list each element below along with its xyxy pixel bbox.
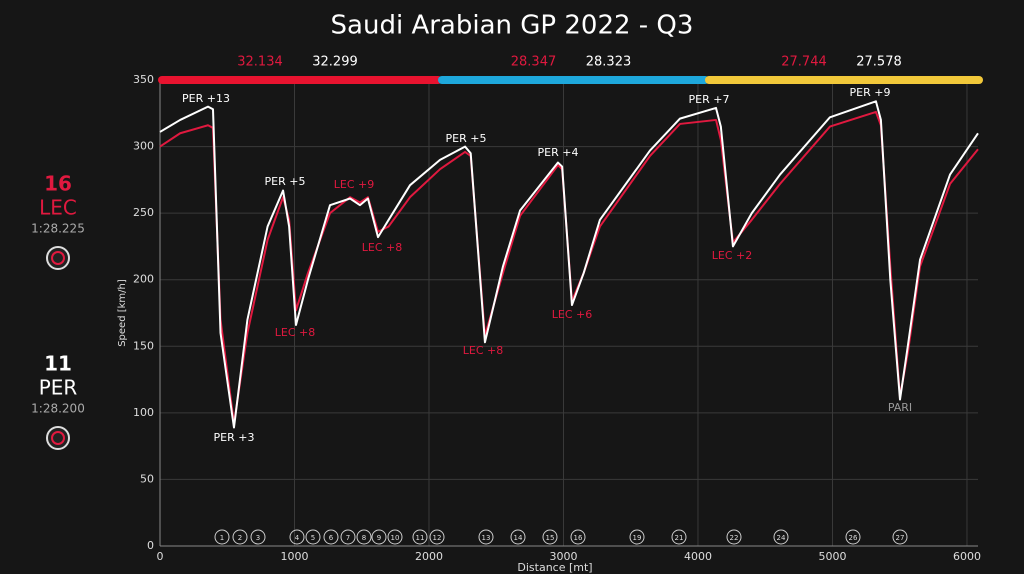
turn-label: 1 — [220, 534, 224, 542]
turn-marker — [340, 529, 356, 545]
turn-label: 2 — [238, 534, 242, 542]
turn-label: 26 — [849, 534, 858, 542]
sector-time: 27.578 — [856, 55, 902, 70]
turn-marker — [214, 529, 230, 545]
turn-label: 10 — [391, 534, 400, 542]
driver-number: 16 — [44, 172, 72, 196]
y-tick-label: 50 — [140, 472, 154, 485]
turn-label: 4 — [295, 534, 300, 542]
turn-label: 9 — [377, 534, 381, 542]
annotation: PARI — [888, 401, 912, 414]
turn-marker — [305, 529, 321, 545]
chart-title: Saudi Arabian GP 2022 - Q3 — [331, 11, 694, 41]
x-tick-label: 6000 — [953, 550, 981, 563]
annotation: LEC +2 — [712, 249, 752, 262]
driver-name: PER — [39, 376, 78, 400]
turn-label: 21 — [675, 534, 684, 542]
x-tick-label: 4000 — [684, 550, 712, 563]
sector-time: 27.744 — [781, 55, 827, 70]
y-tick-label: 150 — [133, 339, 154, 352]
annotation: LEC +6 — [552, 308, 592, 321]
driver-number: 11 — [44, 352, 72, 376]
annotation: PER +4 — [538, 146, 579, 159]
turn-label: 5 — [311, 534, 315, 542]
turn-label: 3 — [256, 534, 260, 542]
annotation: LEC +8 — [275, 326, 315, 339]
annotation: PER +5 — [446, 132, 487, 145]
turn-marker — [845, 529, 861, 545]
x-tick-label: 0 — [157, 550, 164, 563]
tyre-icon — [46, 246, 70, 270]
turn-label: 7 — [346, 534, 350, 542]
turn-marker — [371, 529, 387, 545]
x-axis-label: Distance [mt] — [517, 561, 592, 574]
turn-label: 8 — [362, 534, 366, 542]
annotation: PER +9 — [850, 86, 891, 99]
sector-time: 28.347 — [511, 55, 557, 70]
tyre-icon — [51, 431, 65, 445]
turn-label: 13 — [482, 534, 491, 542]
turn-marker — [726, 529, 742, 545]
turn-marker — [232, 529, 248, 545]
turn-label: 16 — [574, 534, 583, 542]
x-tick-label: 5000 — [818, 550, 846, 563]
driver-name: LEC — [39, 196, 77, 220]
turn-marker — [412, 529, 428, 545]
turn-marker — [323, 529, 339, 545]
x-tick-label: 2000 — [415, 550, 443, 563]
turn-marker — [289, 529, 305, 545]
y-tick-label: 100 — [133, 406, 154, 419]
turn-label: 14 — [514, 534, 523, 542]
y-tick-label: 250 — [133, 206, 154, 219]
turn-label: 19 — [633, 534, 642, 542]
tyre-icon — [46, 426, 70, 450]
driver-lap: 1:28.225 — [31, 222, 85, 236]
annotation: LEC +8 — [362, 241, 402, 254]
sector-time: 32.299 — [312, 55, 358, 70]
turn-label: 15 — [546, 534, 555, 542]
turn-marker — [478, 529, 494, 545]
turn-label: 24 — [777, 534, 786, 542]
x-tick-label: 1000 — [280, 550, 308, 563]
annotation: PER +3 — [214, 431, 255, 444]
x-tick-label: 3000 — [549, 550, 577, 563]
annotation: LEC +9 — [334, 178, 374, 191]
turn-label: 22 — [730, 534, 739, 542]
y-axis-label: Speed [km/h] — [117, 279, 128, 347]
y-tick-label: 0 — [147, 539, 154, 552]
sector-time: 28.323 — [586, 55, 632, 70]
annotation: PER +7 — [689, 93, 730, 106]
y-tick-label: 300 — [133, 140, 154, 153]
y-tick-label: 200 — [133, 273, 154, 286]
turn-marker — [542, 529, 558, 545]
turn-marker — [629, 529, 645, 545]
turn-marker — [356, 529, 372, 545]
annotation: PER +5 — [265, 175, 306, 188]
annotation: LEC +8 — [463, 344, 503, 357]
turn-label: 12 — [433, 534, 442, 542]
tyre-icon — [51, 251, 65, 265]
turn-marker — [892, 529, 908, 545]
turn-label: 27 — [896, 534, 905, 542]
turn-marker — [387, 529, 403, 545]
turn-label: 6 — [329, 534, 334, 542]
turn-marker — [510, 529, 526, 545]
annotation: PER +13 — [182, 92, 230, 105]
sector-time: 32.134 — [237, 55, 283, 70]
turn-marker — [671, 529, 687, 545]
turn-marker — [250, 529, 266, 545]
turn-marker — [429, 529, 445, 545]
y-tick-label: 350 — [133, 73, 154, 86]
driver-lap: 1:28.200 — [31, 402, 85, 416]
speed-line — [159, 100, 979, 429]
turn-label: 11 — [416, 534, 425, 542]
turn-marker — [570, 529, 586, 545]
turn-marker — [773, 529, 789, 545]
